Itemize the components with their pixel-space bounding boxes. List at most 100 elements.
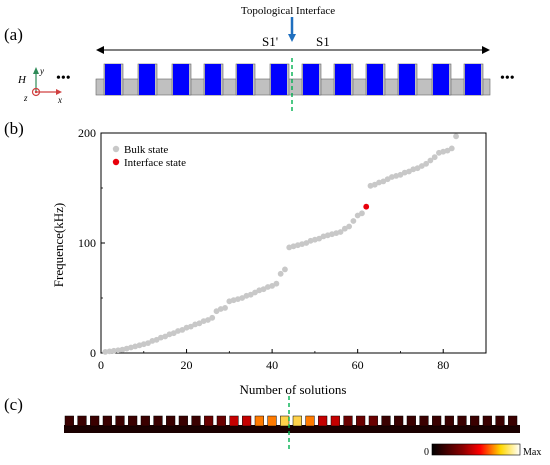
blue-scatterer <box>399 64 415 95</box>
panel-b-label: (b) <box>4 119 24 138</box>
field-cell <box>330 415 340 427</box>
segment-s1prime-label: S1' <box>262 34 278 49</box>
bulk-state-point <box>110 347 117 354</box>
bulk-state-point <box>414 165 421 172</box>
bulk-state-point <box>205 317 211 323</box>
blue-scatterer <box>205 64 221 95</box>
field-cell <box>368 415 378 427</box>
axis-y-label: y <box>39 66 44 76</box>
field-cell <box>482 415 492 427</box>
blue-scatterer <box>335 64 351 95</box>
field-cell <box>90 415 100 427</box>
field-cell <box>166 415 176 427</box>
extent-arrow <box>96 46 490 54</box>
field-cell <box>457 415 467 427</box>
bulk-state-point <box>427 157 434 164</box>
axis-h-label: H <box>17 74 27 86</box>
bulk-state-point <box>397 171 404 178</box>
field-cell <box>432 415 442 427</box>
structure-base <box>95 78 491 96</box>
x-axis-label: Number of solutions <box>240 382 347 397</box>
field-cell <box>178 415 188 427</box>
blue-scatterer <box>105 64 121 95</box>
bulk-state-point <box>153 336 160 343</box>
blue-scatterer <box>367 64 383 95</box>
colorbar-min-label: 0 <box>424 447 429 458</box>
field-cell <box>406 415 416 427</box>
field-cell <box>280 415 290 427</box>
bulk-state-point <box>371 181 378 188</box>
bulk-state-point <box>431 154 438 161</box>
bulk-state-point <box>448 145 455 152</box>
right-ellipsis: ••• <box>500 71 515 86</box>
bulk-state-point <box>303 240 310 246</box>
topological-interface-label: Topological Interface <box>241 5 335 17</box>
field-cell <box>508 415 518 427</box>
field-cell <box>267 415 277 427</box>
field-cell <box>254 415 264 427</box>
y-tick-label: 100 <box>78 236 96 250</box>
field-distribution-map <box>64 415 520 433</box>
field-cell <box>229 415 239 427</box>
field-cell <box>444 415 454 427</box>
field-cell <box>102 415 112 427</box>
bulk-state-point <box>341 225 348 232</box>
bulk-state-point <box>209 314 216 321</box>
field-cell <box>305 415 315 427</box>
bulk-state-point <box>247 291 254 298</box>
legend: Bulk state Interface state <box>112 144 186 169</box>
bulk-state-point <box>196 320 203 327</box>
field-cell <box>292 415 302 427</box>
bulk-state-point <box>453 133 459 140</box>
panel-c-label: (c) <box>4 395 23 414</box>
bulk-state-point <box>162 333 169 340</box>
field-cell <box>318 415 328 427</box>
colorbar-max-label: Max <box>523 447 541 458</box>
field-cell <box>153 415 163 427</box>
bulk-state-point <box>406 168 412 175</box>
bulk-state-point <box>418 163 425 169</box>
field-cell <box>128 415 138 427</box>
bulk-state-point <box>350 218 357 224</box>
x-tick-label: 60 <box>352 358 364 372</box>
colorbar <box>431 443 521 456</box>
x-tick-label: 20 <box>181 358 193 372</box>
bulk-state-point <box>260 286 267 293</box>
field-cell <box>381 415 391 427</box>
phononic-structure <box>95 58 491 112</box>
blue-scatterer <box>139 64 155 95</box>
bulk-state-point <box>115 347 122 354</box>
bulk-state-point <box>384 176 391 183</box>
blue-scatterer <box>173 64 189 95</box>
bulk-state-point <box>316 235 323 242</box>
x-tick-label: 0 <box>98 358 104 372</box>
blue-scatterer <box>237 64 253 95</box>
field-cell <box>495 415 505 427</box>
field-cell <box>115 415 125 427</box>
field-cell <box>470 415 480 427</box>
bulk-state-point <box>106 348 113 355</box>
legend-bulk-state: Bulk state <box>124 144 168 156</box>
y-axis-label: Frequence(kHz) <box>51 203 66 287</box>
bulk-state-point <box>337 229 344 235</box>
x-tick-label: 40 <box>266 358 278 372</box>
y-tick-label: 200 <box>78 126 96 140</box>
bulk-state-point <box>380 178 387 185</box>
field-cell <box>242 415 252 427</box>
blue-scatterer <box>433 64 449 95</box>
field-cell <box>191 415 201 427</box>
field-cell <box>419 415 429 427</box>
axis-x-label: x <box>57 95 62 105</box>
panel-a-label: (a) <box>4 25 23 44</box>
legend-interface-state: Interface state <box>124 157 186 169</box>
blue-scatterer <box>465 64 481 95</box>
axis-z-label: z <box>23 93 28 103</box>
bulk-state-point <box>145 340 151 346</box>
x-tick-label: 80 <box>437 358 449 372</box>
field-cell <box>394 415 404 427</box>
left-ellipsis: ••• <box>56 71 71 86</box>
bulk-state-point <box>346 223 353 230</box>
field-cell <box>77 415 87 427</box>
blue-scatterer <box>303 64 319 95</box>
bulk-state-point <box>239 295 246 301</box>
